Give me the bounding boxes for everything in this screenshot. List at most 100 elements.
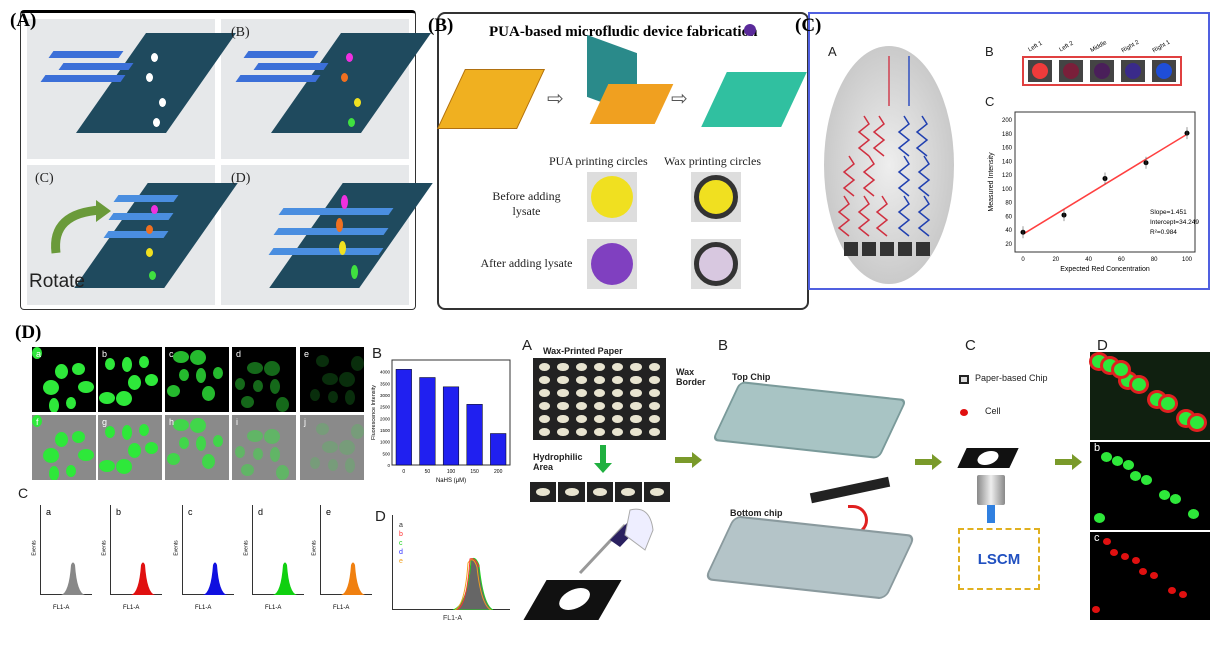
cell-legend: Cell: [985, 406, 1001, 416]
cell-blob: [43, 380, 59, 395]
cell-blob: [173, 351, 189, 363]
x-axis-label: NaHS (μM): [436, 478, 466, 484]
x-tick-label: 150: [470, 469, 479, 475]
hydrophilic-spot: [557, 389, 569, 397]
cell-image: j: [300, 415, 364, 480]
image-label-b: b: [1094, 442, 1101, 454]
bar: [395, 369, 412, 466]
cell-blob: [339, 440, 355, 455]
cell-blob: [253, 448, 263, 460]
x-tick-label: 0: [1021, 257, 1025, 263]
cell-blob: [145, 442, 158, 454]
y-tick-label: 500: [382, 451, 390, 456]
bottom-chip: [703, 515, 917, 600]
panel-b: PUA-based microfludic device fabrication…: [437, 12, 809, 310]
cell-blob: [264, 361, 280, 376]
hydrophilic-spot: [557, 428, 569, 436]
cell-blob: [1179, 591, 1187, 598]
well-spot: [1031, 63, 1048, 79]
histogram-xlabel: FL1-A: [195, 605, 212, 611]
sub-label-d: (D): [231, 171, 251, 186]
hydrophilic-spot: [648, 376, 660, 384]
well-label: Left 2: [1058, 40, 1075, 54]
cell-blob: [1170, 494, 1181, 504]
cell-blob: [310, 389, 320, 401]
histogram-label: b: [116, 507, 122, 517]
cell-blob: [316, 355, 329, 367]
cell-blob: [316, 423, 329, 435]
cell-blob: [241, 396, 254, 408]
cell-blob: [196, 368, 206, 383]
y-tick-label: 20: [1005, 242, 1012, 248]
rotate-label: Rotate: [29, 271, 85, 292]
cell-blob: [128, 375, 141, 390]
fit-annotation: R²=0.984: [1150, 229, 1177, 236]
cell-image-label: b: [102, 349, 108, 359]
cell-blob: [270, 379, 280, 394]
cell-blob: [1101, 452, 1112, 462]
fit-annotation: Slope=1.451: [1150, 209, 1187, 216]
histogram-ylabel: Events: [243, 540, 250, 556]
histogram-label: c: [188, 507, 193, 517]
panel-label-a: (A): [10, 10, 37, 31]
cell-image: h: [165, 415, 229, 480]
cell-blob: [1130, 471, 1141, 481]
hydrophilic-spot: [648, 415, 660, 423]
plot-frame: [1014, 111, 1196, 253]
cell-image: d: [232, 347, 296, 412]
histogram-ylabel: Events: [101, 540, 108, 556]
cell-blob: [122, 425, 132, 440]
cell-blob: [345, 390, 355, 405]
panel-label-d: (D): [15, 322, 42, 343]
cell-blob: [139, 356, 149, 368]
cell-blob: [1123, 460, 1134, 470]
cell-blob: [264, 429, 280, 444]
cell-blob: [190, 418, 206, 433]
hydrophilic-spot: [612, 363, 624, 371]
row-label-after: After adding lysate: [480, 256, 573, 270]
cell-blob: [1092, 355, 1106, 368]
cell-image-label: i: [236, 417, 238, 427]
hydrophilic-spot: [630, 402, 642, 410]
y-tick-label: 180: [1002, 132, 1013, 138]
x-tick-label: 100: [1182, 257, 1193, 263]
cell-blob: [190, 350, 206, 365]
hydrophilic-spot: [648, 428, 660, 436]
row-label-before: Before adding lysate: [492, 189, 561, 218]
histogram-xlabel: FL1-A: [333, 605, 350, 611]
paper-chip: [558, 482, 585, 502]
paper-chip-legend: Paper-based Chip: [975, 373, 1048, 383]
bar: [466, 404, 483, 466]
top-chip-label: Top Chip: [732, 372, 771, 382]
x-axis-label: Expected Red Concentration: [1060, 266, 1150, 273]
hydrophilic-spot: [593, 415, 606, 423]
panel-label-b: (B): [428, 15, 454, 36]
hydrophilic-spot: [539, 389, 551, 397]
wax-printed-paper: [533, 358, 666, 440]
hydrophilic-spot: [539, 428, 551, 436]
well: Right 1: [1152, 40, 1177, 82]
y-tick-label: 2500: [380, 405, 391, 410]
hydrophilic-spot: [630, 415, 642, 423]
hydrophilic-spot: [612, 428, 624, 436]
cell-blob: [345, 458, 355, 473]
hydrophilic-spot: [593, 428, 606, 436]
hydrophilic-spot: [575, 415, 587, 423]
hydrophilic-spot: [557, 363, 569, 371]
cell-blob: [276, 465, 289, 480]
cell-image: g: [98, 415, 162, 480]
y-tick-label: 4000: [380, 370, 391, 375]
sub-label-b: B: [372, 345, 383, 362]
paper-chip: [643, 482, 671, 502]
cell-blob: [196, 436, 206, 451]
cell-image: i: [232, 415, 296, 480]
cell-blob: [235, 378, 245, 390]
histogram-peak: [131, 562, 155, 595]
cell-blob: [247, 430, 263, 442]
microscope-objective: [977, 475, 1005, 505]
x-tick-label: 40: [1085, 257, 1092, 263]
cell-blob: [1103, 359, 1117, 372]
panel-b-title: PUA-based microfludic device fabrication: [489, 24, 758, 40]
cell-blob: [78, 381, 94, 393]
histogram-label: e: [326, 507, 332, 517]
